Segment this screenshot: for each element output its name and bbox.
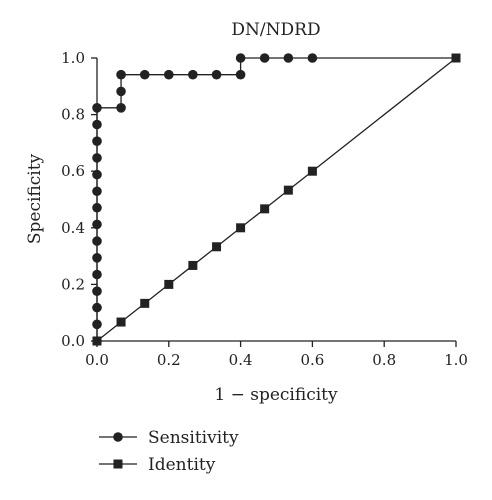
- data-point-sensitivity: [259, 53, 270, 63]
- legend-marker-sensitivity: [113, 432, 123, 442]
- data-point-identity: [283, 185, 293, 195]
- data-point-identity: [307, 166, 317, 176]
- data-point-sensitivity: [307, 53, 318, 63]
- data-point-sensitivity: [116, 86, 126, 97]
- data-point-sensitivity: [211, 69, 222, 80]
- data-point-identity: [188, 260, 198, 270]
- data-point-sensitivity: [92, 153, 102, 163]
- data-point-sensitivity: [92, 302, 102, 313]
- x-axis-title: 1 − specificity: [214, 385, 338, 405]
- series-line-identity: [96, 57, 457, 342]
- data-point-sensitivity: [92, 119, 102, 130]
- data-point-identity: [212, 242, 222, 252]
- legend-label-sensitivity: Sensitivity: [148, 428, 239, 448]
- y-tick-label: 0.0: [61, 332, 85, 350]
- data-point-sensitivity: [92, 286, 102, 296]
- y-tick-label: 1.0: [61, 49, 85, 67]
- chart-title: DN/NDRD: [231, 20, 320, 40]
- series-identity: [92, 53, 461, 346]
- data-point-identity: [116, 317, 126, 327]
- data-point-sensitivity: [92, 169, 102, 180]
- data-point-identity: [260, 204, 270, 214]
- data-point-sensitivity: [139, 69, 150, 80]
- legend-item-identity: Identity: [99, 455, 216, 475]
- x-tick-label: 0.6: [300, 351, 324, 369]
- data-point-sensitivity: [164, 69, 174, 80]
- data-point-sensitivity: [92, 103, 102, 113]
- data-point-sensitivity: [235, 53, 246, 63]
- y-tick-label: 0.8: [61, 106, 85, 124]
- plot-area: 0.0 0.2 0.4 0.6 0.8 1.0 0.0 0.2 0.4 0.6 0.8 1.0: [61, 49, 468, 369]
- y-tick-label: 0.2: [61, 275, 85, 293]
- data-point-sensitivity: [235, 69, 246, 80]
- y-tick-label: 0.6: [61, 162, 85, 180]
- data-point-sensitivity: [116, 69, 126, 80]
- data-point-sensitivity: [92, 136, 102, 147]
- series-sensitivity: [92, 53, 456, 346]
- data-point-sensitivity: [92, 202, 102, 213]
- legend-item-sensitivity: Sensitivity: [99, 428, 239, 448]
- x-tick-label: 0.4: [229, 351, 253, 369]
- data-point-sensitivity: [92, 186, 102, 197]
- data-point-sensitivity: [283, 53, 294, 63]
- series-layer: [92, 53, 461, 346]
- data-point-sensitivity: [188, 69, 198, 80]
- x-ticks: 0.0 0.2 0.4 0.6 0.8 1.0: [85, 341, 468, 369]
- data-point-sensitivity: [92, 269, 102, 280]
- data-point-sensitivity: [92, 236, 102, 246]
- data-point-identity: [140, 298, 150, 308]
- y-axis-title: Specificity: [25, 153, 45, 244]
- x-tick-label: 1.0: [444, 351, 468, 369]
- data-point-sensitivity: [92, 252, 102, 263]
- data-point-identity: [451, 53, 461, 63]
- x-tick-label: 0.0: [85, 351, 109, 369]
- data-point-identity: [236, 223, 246, 233]
- data-point-sensitivity: [92, 319, 102, 330]
- series-line-sensitivity: [96, 57, 456, 341]
- x-tick-label: 0.8: [372, 351, 396, 369]
- legend-label-identity: Identity: [148, 455, 216, 475]
- data-point-sensitivity: [92, 219, 102, 230]
- x-tick-label: 0.2: [157, 351, 181, 369]
- data-point-identity: [164, 279, 174, 289]
- y-tick-label: 0.4: [61, 219, 85, 237]
- data-point-sensitivity: [116, 103, 126, 113]
- y-ticks: 0.0 0.2 0.4 0.6 0.8 1.0: [61, 49, 97, 350]
- legend: Sensitivity Identity: [99, 428, 239, 475]
- legend-marker-identity: [113, 459, 123, 469]
- data-point-identity: [92, 336, 102, 346]
